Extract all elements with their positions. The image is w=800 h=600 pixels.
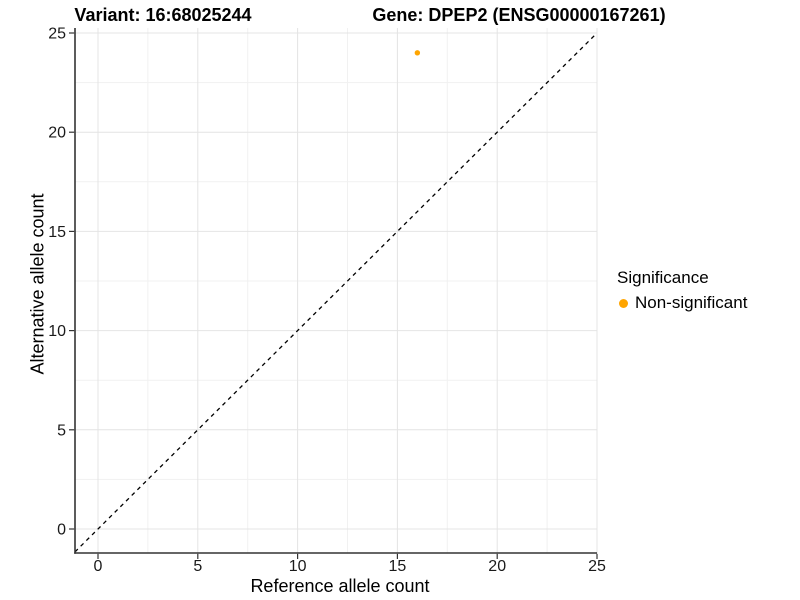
plot-title-gene: Gene: DPEP2 (ENSG00000167261)	[372, 5, 666, 25]
legend-title: Significance	[617, 268, 709, 287]
y-tick-label: 0	[57, 522, 66, 539]
legend-point-icon	[619, 298, 628, 308]
y-axis-title: Alternative allele count	[27, 193, 48, 375]
x-tick-label: 10	[289, 558, 307, 575]
plot-title-variant: Variant: 16:68025244	[74, 5, 252, 25]
y-tick-label: 10	[48, 323, 66, 340]
legend: Significance Non-significant	[617, 268, 747, 313]
y-tick-label: 5	[57, 422, 66, 439]
legend-item-non-significant: Non-significant	[617, 293, 747, 313]
y-tick-label: 15	[48, 224, 66, 241]
x-axis-title: Reference allele count	[250, 576, 430, 596]
x-tick-label: 20	[488, 558, 506, 575]
x-tick-label: 25	[588, 558, 606, 575]
legend-item-label: Non-significant	[635, 293, 748, 312]
plot-panel	[75, 28, 597, 553]
data-point	[414, 50, 421, 56]
y-tick-label: 20	[48, 125, 66, 142]
x-tick-label: 15	[389, 558, 407, 575]
identity-dashed-line	[74, 32, 598, 553]
x-tick-label: 0	[94, 558, 103, 575]
x-tick-label: 5	[193, 558, 202, 575]
y-tick-label: 25	[48, 26, 66, 43]
